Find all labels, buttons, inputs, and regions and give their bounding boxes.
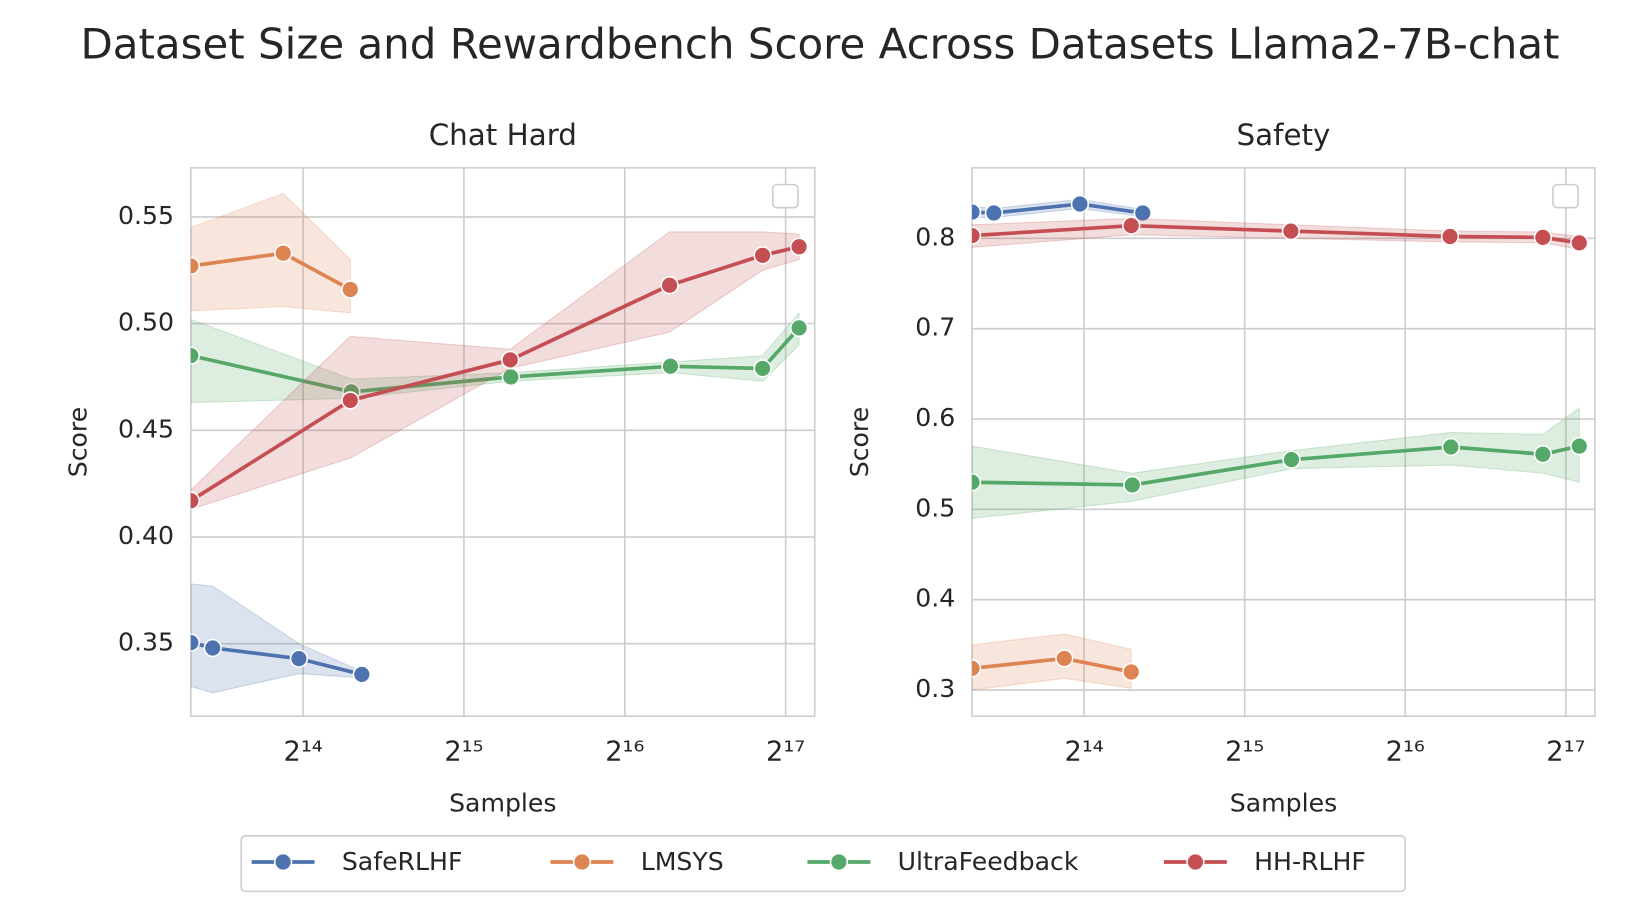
point bbox=[274, 244, 293, 263]
legend-marker bbox=[572, 852, 592, 872]
x-tick-label: 2¹⁴ bbox=[284, 736, 323, 767]
axes-frame bbox=[190, 167, 816, 718]
y-tick-label: 0.7 bbox=[915, 313, 955, 342]
point bbox=[1133, 203, 1152, 223]
legend-marker bbox=[829, 852, 849, 872]
point bbox=[1533, 445, 1553, 464]
y-tick-label: 0.50 bbox=[118, 308, 174, 337]
point bbox=[203, 638, 222, 658]
x-axis-label: Samples bbox=[1230, 788, 1337, 817]
point bbox=[1570, 436, 1589, 456]
empty-legend bbox=[772, 183, 799, 209]
point bbox=[341, 391, 360, 410]
point bbox=[661, 357, 680, 376]
point bbox=[1122, 216, 1141, 235]
y-tick-label: 0.45 bbox=[118, 414, 174, 443]
point bbox=[984, 203, 1004, 223]
point bbox=[972, 473, 982, 492]
x-tick-label: 2¹⁶ bbox=[1386, 736, 1425, 767]
y-tick-label: 0.5 bbox=[915, 493, 955, 522]
point bbox=[789, 318, 809, 338]
point bbox=[190, 633, 201, 652]
y-tick-label: 0.55 bbox=[118, 201, 174, 230]
point bbox=[1070, 194, 1090, 214]
y-tick-label: 0.35 bbox=[118, 628, 174, 657]
point bbox=[190, 256, 201, 276]
confidence-band bbox=[972, 633, 1132, 691]
point bbox=[1281, 221, 1301, 241]
point bbox=[972, 226, 982, 245]
point bbox=[341, 280, 360, 299]
point bbox=[1055, 649, 1074, 668]
plot-marks bbox=[972, 194, 1589, 691]
point bbox=[789, 237, 809, 256]
y-tick-label: 0.6 bbox=[915, 403, 955, 432]
point bbox=[972, 202, 982, 222]
point bbox=[289, 649, 309, 668]
point bbox=[753, 246, 772, 265]
legend-label: LMSYS bbox=[641, 847, 724, 876]
y-axis-label: Score bbox=[64, 407, 93, 477]
point bbox=[1123, 475, 1142, 495]
subplot-title: Chat Hard bbox=[429, 118, 577, 152]
plot-area bbox=[972, 167, 1595, 717]
x-tick-label: 2¹⁷ bbox=[766, 736, 805, 767]
x-tick-label: 2¹⁷ bbox=[1546, 736, 1585, 767]
y-tick-label: 0.40 bbox=[118, 521, 174, 550]
axes-frame bbox=[971, 167, 1596, 718]
point bbox=[1570, 233, 1589, 252]
y-tick-label: 0.4 bbox=[915, 584, 955, 613]
legend-label: UltraFeedback bbox=[898, 847, 1079, 876]
figure-title: Dataset Size and Rewardbench Score Acros… bbox=[80, 20, 1559, 69]
plot-marks bbox=[190, 192, 809, 694]
point bbox=[501, 350, 520, 370]
x-tick-label: 2¹⁶ bbox=[605, 736, 644, 767]
legend-marker bbox=[273, 852, 293, 872]
legend-label: SafeRLHF bbox=[342, 847, 463, 876]
series-line bbox=[190, 640, 363, 677]
point bbox=[1440, 227, 1460, 246]
x-tick-label: 2¹⁵ bbox=[1225, 736, 1264, 767]
y-tick-label: 0.3 bbox=[915, 674, 955, 703]
point bbox=[1533, 228, 1553, 247]
y-axis-label: Score bbox=[845, 407, 874, 477]
subplot: 0.3 0.4 0.5 0.6 0.7 0.8 2¹⁴ 2¹⁵ 2¹⁶ 2¹⁷ Safety Samp… bbox=[845, 118, 1596, 817]
point bbox=[1441, 437, 1461, 457]
point bbox=[190, 346, 201, 365]
empty-legend bbox=[1552, 183, 1579, 209]
point bbox=[1282, 450, 1301, 469]
x-axis-label: Samples bbox=[449, 788, 556, 817]
point bbox=[352, 665, 371, 684]
subplot: 0.35 0.40 0.45 0.50 0.55 2¹⁴ 2¹⁵ 2¹⁶ 2¹⁷ Chat Har… bbox=[64, 118, 816, 817]
series-line bbox=[972, 202, 1143, 215]
subplot-title: Safety bbox=[1237, 118, 1331, 152]
y-tick-label: 0.8 bbox=[915, 222, 955, 251]
point bbox=[972, 659, 982, 678]
point bbox=[753, 359, 772, 378]
legend-label: HH-RLHF bbox=[1254, 847, 1366, 876]
legend-marker bbox=[1186, 852, 1205, 872]
point bbox=[190, 491, 201, 510]
confidence-band bbox=[190, 231, 800, 510]
point bbox=[1122, 662, 1141, 682]
point bbox=[660, 276, 679, 295]
x-tick-label: 2¹⁵ bbox=[444, 736, 483, 767]
x-tick-label: 2¹⁴ bbox=[1065, 736, 1104, 767]
